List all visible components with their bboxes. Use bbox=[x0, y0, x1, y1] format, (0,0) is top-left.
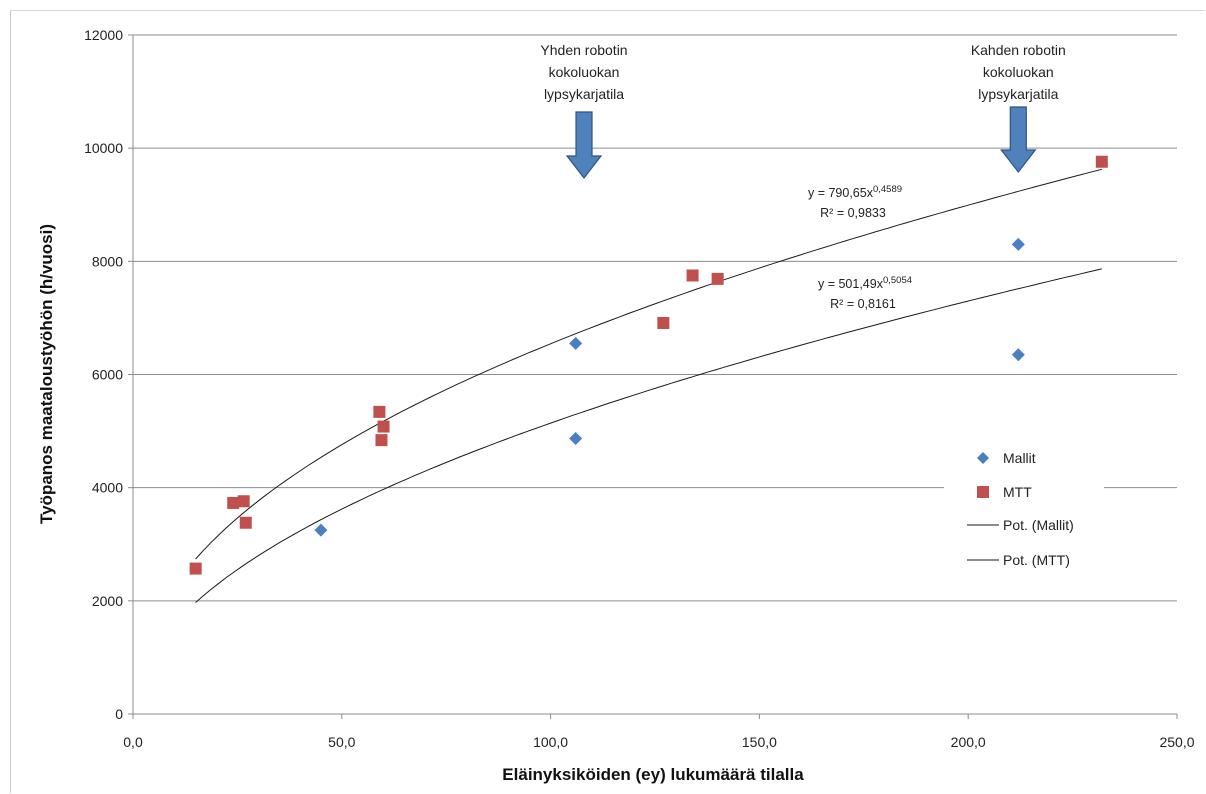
y-tick-label: 2000 bbox=[92, 593, 123, 609]
x-axis-title: Eläinyksiköiden (ey) lukumäärä tilalla bbox=[502, 765, 804, 784]
mallit-point bbox=[314, 523, 328, 537]
mtt-point bbox=[189, 562, 202, 575]
annotation-text: Kahden robotin bbox=[971, 42, 1066, 58]
y-axis-title: Työpanos maataloustyöhön (h/vuosi) bbox=[37, 224, 56, 524]
down-arrow-icon bbox=[565, 111, 603, 179]
trendlines bbox=[195, 168, 1102, 603]
y-tick-label: 6000 bbox=[92, 367, 123, 383]
x-tick-label: 50,0 bbox=[328, 734, 355, 750]
trend-equation: y = 790,65x0,4589 bbox=[808, 184, 902, 200]
trend-equations: y = 790,65x0,4589 R² = 0,9833 y = 501,49x0… bbox=[808, 184, 912, 311]
trend-r-squared: R² = 0,9833 bbox=[820, 206, 886, 220]
legend-label: Pot. (Mallit) bbox=[1003, 517, 1074, 533]
x-tick-label: 150,0 bbox=[742, 734, 777, 750]
trend-r-squared: R² = 0,8161 bbox=[830, 297, 896, 311]
y-tick-label: 12000 bbox=[84, 27, 123, 43]
mtt-point bbox=[375, 434, 388, 447]
legend: Mallit MTT Pot. (Mallit) Pot. (MTT) bbox=[944, 440, 1104, 575]
mallit-point bbox=[1011, 348, 1025, 362]
mtt-point bbox=[237, 495, 250, 508]
legend-mallit-marker bbox=[977, 452, 989, 464]
y-tick-label: 10000 bbox=[84, 140, 123, 156]
y-tick-label: 8000 bbox=[92, 253, 123, 269]
annotation-text: Yhden robotin bbox=[540, 42, 627, 58]
mtt-point bbox=[373, 405, 386, 418]
y-tick-label: 0 bbox=[115, 706, 123, 722]
down-arrow-icon bbox=[1000, 106, 1037, 173]
mtt-point bbox=[239, 516, 252, 529]
annotations: Yhden robotin kokoluokan lypsykarjatila Kah… bbox=[540, 42, 1066, 179]
data-points bbox=[189, 155, 1108, 575]
axes: 0 2000 4000 6000 8000 10000 12000 0,0 50,0 100,0 1… bbox=[84, 27, 1195, 750]
annotation-text: lypsykarjatila bbox=[978, 86, 1058, 102]
legend-label: Mallit bbox=[1003, 450, 1036, 466]
mallit-point bbox=[569, 336, 583, 350]
mtt-point bbox=[711, 272, 724, 285]
mtt-point bbox=[1095, 155, 1108, 168]
chart-frame bbox=[10, 10, 1205, 793]
mallit-point bbox=[569, 431, 583, 445]
x-tick-label: 0,0 bbox=[123, 734, 143, 750]
annotation-text: kokoluokan bbox=[549, 64, 620, 80]
trendline bbox=[195, 268, 1102, 603]
trend-equation: y = 501,49x0,5054 bbox=[818, 275, 912, 291]
mtt-point bbox=[686, 269, 699, 282]
x-tick-label: 100,0 bbox=[533, 734, 568, 750]
annotation-text: kokoluokan bbox=[983, 64, 1054, 80]
legend-box bbox=[944, 440, 1104, 575]
x-tick-label: 250,0 bbox=[1159, 734, 1194, 750]
mtt-point bbox=[657, 317, 670, 330]
legend-label: MTT bbox=[1003, 484, 1032, 500]
mtt-point bbox=[377, 420, 390, 433]
legend-label: Pot. (MTT) bbox=[1003, 552, 1070, 568]
mallit-point bbox=[1011, 237, 1025, 251]
annotation-text: lypsykarjatila bbox=[544, 86, 624, 102]
y-tick-label: 4000 bbox=[92, 480, 123, 496]
trendline bbox=[195, 168, 1102, 560]
x-tick-label: 200,0 bbox=[951, 734, 986, 750]
legend-mtt-marker bbox=[977, 486, 989, 498]
mtt-point bbox=[227, 496, 240, 509]
